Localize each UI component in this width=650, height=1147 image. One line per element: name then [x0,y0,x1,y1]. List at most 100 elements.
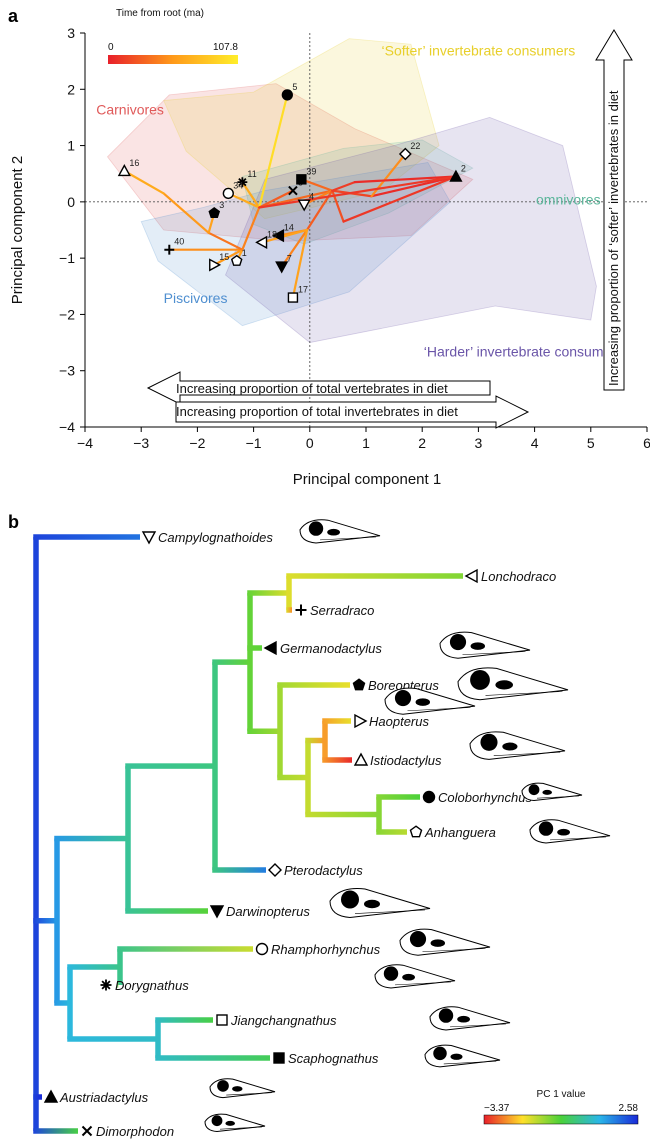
taxon-marker-3 [263,640,277,656]
point-label-4: 4 [309,192,314,202]
tree-hbranch-39 [155,1017,213,1023]
time-legend-max: 107.8 [213,42,238,53]
skull-fenestra [470,642,485,650]
taxon-marker-5 [354,713,368,729]
point-4 [297,199,311,212]
left-arrow-text: Increasing proportion of total vertebrat… [176,381,448,396]
skull-jaw [536,795,580,799]
skull-10 [429,1006,511,1031]
point-11 [237,177,248,188]
skull-jaw [407,707,471,712]
pc-colorbar [483,1114,639,1125]
time-legend-bar [108,55,238,64]
taxon-label-14: Scaphognathus [288,1051,379,1066]
taxon-label-4: Boreopterus [368,678,439,693]
point-label-1: 1 [242,248,247,258]
x-tick-label: 0 [306,435,314,451]
tree-hbranch-15 [247,645,262,651]
taxon-label-0: Campylognathoides [158,530,273,545]
point-label-3: 3 [219,200,224,210]
taxon-label-16: Dimorphodon [96,1124,174,1139]
branch-21 [342,175,458,223]
point-2 [449,169,463,182]
tree-hbranch-36 [117,982,119,988]
skull-jaw [462,651,526,656]
zero-lines [85,33,647,427]
taxon-marker-2 [295,604,307,616]
taxon-marker-12 [100,979,112,991]
skull-jaw [443,1060,497,1065]
point-14 [272,229,285,243]
group-label-3: Piscivores [164,290,228,306]
tree-hbranch-25 [305,811,379,818]
skull-6 [384,687,476,715]
point-label-39: 39 [306,166,316,176]
tree-root [34,831,38,837]
group-labels: Carnivores ‘Softer’ invertebrate consumer… [96,43,623,360]
y-tick-label: −4 [59,419,75,435]
point-label-14: 14 [284,223,294,233]
skull-7 [329,888,431,919]
skull-fenestra [495,680,513,690]
point-label-22: 22 [410,141,420,151]
x-tick-label: −2 [189,435,205,451]
group-label-2: omnivores [536,192,601,208]
hull-1 [163,38,440,220]
taxon-label-5: Haopterus [369,714,429,729]
point-label-34: 34 [233,180,243,190]
branch-3 [207,231,244,251]
tree-hbranch-5 [54,835,128,842]
skull-jaw [319,536,377,541]
pc-colorbar-max: 2.58 [619,1103,639,1114]
point-5 [281,89,293,101]
skull-orbit [449,633,467,651]
skull-jaw [493,751,561,756]
y-tick-label: −1 [59,250,75,266]
skull-4 [521,782,583,802]
taxon-marker-6 [353,752,369,766]
skull-jaw [394,981,452,986]
tree-hbranch-30 [125,908,208,914]
skull-jaw [219,1126,263,1130]
skull-1 [439,631,531,659]
skull-orbit [528,784,540,796]
taxon-marker-16 [81,1125,93,1137]
tree-hbranch-7 [125,763,215,769]
y-axis-label: Principal component 2 [9,156,26,304]
tree-hbranch-28 [376,829,407,835]
group-label-1: ‘Softer’ invertebrate consumers [382,43,576,59]
taxon-label-8: Anhanguera [424,825,496,840]
skull-jaw [422,948,486,953]
taxon-label-7: Coloborhynchus [438,790,532,805]
point-40 [164,244,175,255]
taxon-marker-0 [141,531,157,545]
skull-fenestra [450,1053,463,1060]
skull-fenestra [502,742,518,751]
data-points: 234578111415161718223439401 [117,82,466,303]
time-legend-title: Time from root (ma) [116,8,204,19]
group-label-4: ‘Harder’ invertebrate consumers [424,344,623,360]
skull-fenestra [415,698,430,706]
y-tick-label: 2 [67,81,75,97]
point-39 [296,174,307,185]
skull-jaw [549,836,607,841]
taxon-marker-10 [209,905,225,919]
taxon-label-6: Istiodactylus [370,753,442,768]
skull-jaw [226,1092,272,1096]
skull-fenestra [457,1015,470,1023]
tree-hbranch-40 [155,1055,270,1061]
branch-19 [291,228,309,299]
tree-hbranch-31 [54,1000,70,1006]
taxon-label-10: Darwinopterus [226,904,310,919]
skull-orbit [211,1115,223,1127]
taxon-label-13: Jiangchangnathus [230,1013,337,1028]
skull-jaw [485,691,563,696]
skull-fenestra [557,828,570,836]
skull-orbit [409,930,427,948]
skull-fenestra [225,1120,235,1126]
skull-illustrations [204,519,611,1133]
skull-12 [209,1078,276,1099]
time-legend-min: 0 [108,42,114,53]
right-arrow-shape [175,395,530,429]
branch-6 [123,169,165,195]
